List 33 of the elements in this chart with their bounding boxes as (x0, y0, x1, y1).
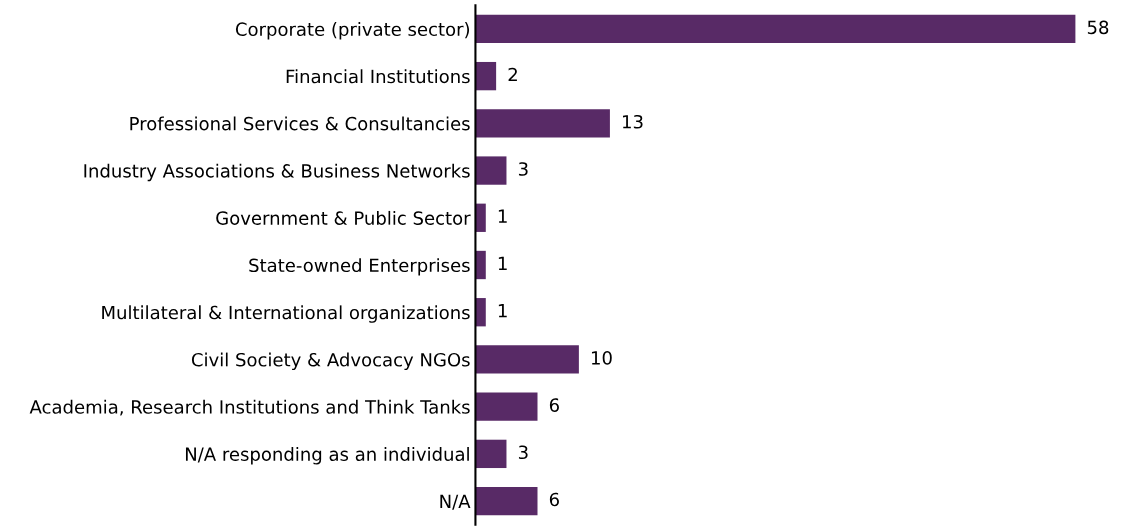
data-label: 1 (498, 256, 507, 270)
data-label: 58 (1087, 20, 1109, 35)
bar (475, 439, 507, 469)
bar (475, 109, 610, 138)
bar (475, 156, 507, 185)
y-tick-label: Multilateral & International organizations (102, 305, 470, 323)
y-tick-label: Financial Institutions (286, 69, 470, 84)
y-tick-label: Government & Public Sector (216, 210, 471, 225)
y-tick-label: N/A (440, 494, 471, 510)
data-label: 13 (623, 114, 643, 129)
bar (475, 61, 497, 91)
data-label: 1 (498, 209, 507, 223)
data-label: 1 (498, 304, 507, 318)
y-tick-label: Civil Society & Advocacy NGOs (191, 352, 470, 371)
data-label: 6 (549, 398, 559, 412)
data-label: 6 (549, 492, 559, 507)
data-label: 3 (518, 162, 528, 176)
bar (475, 392, 538, 421)
y-tick-label: N/A responding as an individual (185, 447, 469, 465)
bar (475, 298, 486, 327)
y-tick-label: Industry Associations & Business Networks (84, 163, 470, 182)
y-tick-label: Corporate (private sector) (235, 22, 470, 40)
bar (475, 486, 538, 516)
data-label: 10 (591, 351, 612, 365)
y-tick-label: State-owned Enterprises (249, 258, 470, 276)
bar (475, 250, 486, 280)
bar (475, 203, 486, 232)
bar (475, 345, 579, 374)
data-label: 3 (518, 445, 528, 460)
data-label: 2 (508, 67, 517, 82)
y-tick-label: Professional Services & Consultancies (130, 116, 470, 131)
bar (475, 14, 1076, 44)
y-tick-label: Academia, Research Institutions and Think Tanks (29, 399, 470, 416)
